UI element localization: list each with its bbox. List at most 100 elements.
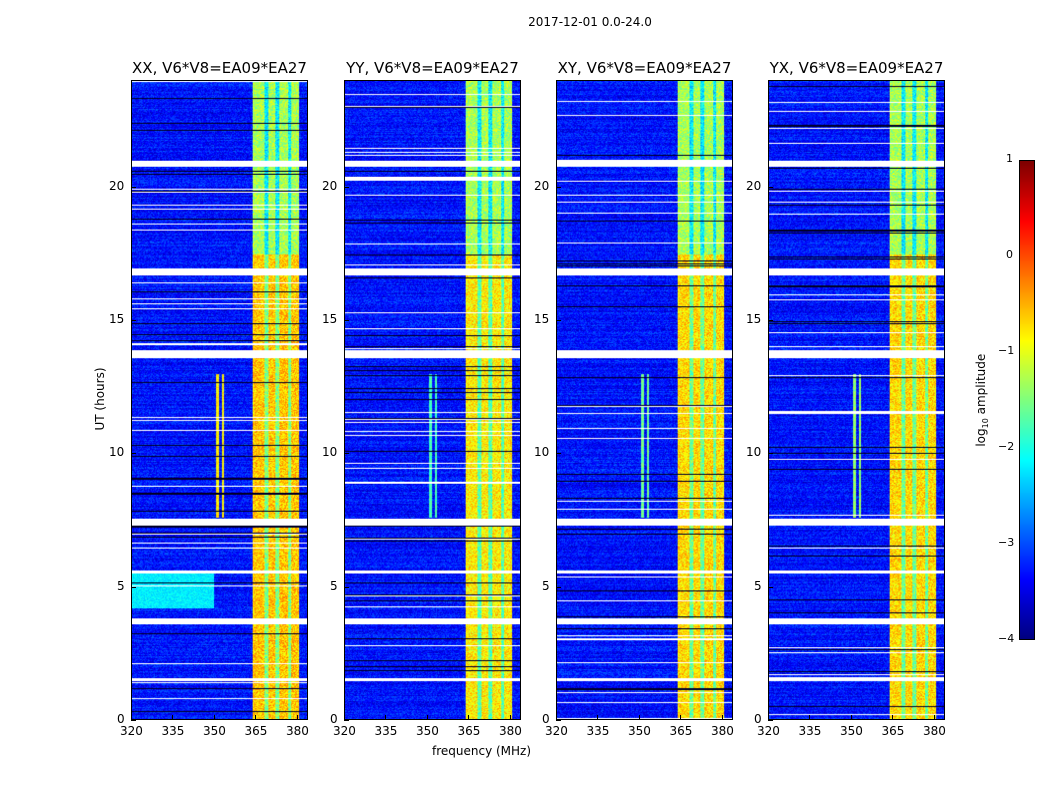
colorbar-tick-label: −3 bbox=[998, 536, 1015, 549]
y-tick-mark bbox=[556, 186, 561, 188]
x-tick-label: 365 bbox=[669, 724, 693, 738]
figure-title: 2017-12-01 0.0-24.0 bbox=[528, 15, 652, 29]
x-tick-mark bbox=[556, 715, 557, 720]
y-tick-label: 10 bbox=[322, 445, 338, 460]
x-tick-mark bbox=[638, 715, 640, 720]
panel-title: YX, V6*V8=EA09*EA27 bbox=[769, 59, 944, 77]
y-tick-mark bbox=[344, 186, 349, 188]
y-tick-mark bbox=[131, 320, 136, 321]
y-tick-mark bbox=[131, 586, 136, 588]
y-tick-label: 10 bbox=[746, 445, 762, 460]
x-tick-label: 380 bbox=[710, 724, 734, 738]
x-tick-mark bbox=[468, 715, 470, 720]
colorbar-label: log10 amplitude bbox=[973, 353, 991, 447]
y-tick-label: 5 bbox=[330, 578, 338, 593]
panel-title: XX, V6*V8=EA09*EA27 bbox=[132, 59, 307, 77]
panel-title: XY, V6*V8=EA09*EA27 bbox=[557, 59, 732, 77]
x-tick-label: 350 bbox=[627, 724, 651, 738]
x-tick-label: 380 bbox=[285, 724, 309, 738]
x-tick-mark bbox=[892, 715, 894, 720]
x-tick-mark bbox=[296, 715, 298, 720]
y-tick-mark bbox=[768, 720, 773, 721]
x-tick-mark bbox=[597, 715, 599, 720]
y-tick-mark bbox=[344, 586, 349, 588]
y-tick-label: 20 bbox=[534, 178, 550, 193]
y-tick-label: 5 bbox=[754, 578, 762, 593]
colorbar-tick-label: 1 bbox=[1006, 152, 1013, 165]
x-tick-label: 320 bbox=[120, 724, 143, 738]
y-tick-mark bbox=[344, 320, 349, 321]
y-tick-label: 20 bbox=[109, 178, 125, 193]
heatmap-panel-2 bbox=[556, 80, 733, 720]
y-tick-label: 10 bbox=[534, 445, 550, 460]
x-tick-label: 335 bbox=[161, 724, 185, 738]
x-tick-label: 350 bbox=[202, 724, 226, 738]
x-tick-mark bbox=[721, 715, 723, 720]
colorbar bbox=[1019, 160, 1035, 640]
y-tick-mark bbox=[131, 720, 136, 721]
y-tick-mark bbox=[131, 453, 136, 455]
y-tick-label: 5 bbox=[542, 578, 550, 593]
y-tick-mark bbox=[556, 720, 561, 721]
y-tick-mark bbox=[556, 320, 561, 321]
x-tick-mark bbox=[344, 715, 345, 720]
x-tick-mark bbox=[768, 715, 769, 720]
colorbar-tick-label: −2 bbox=[998, 440, 1015, 453]
x-tick-label: 350 bbox=[839, 724, 863, 738]
x-tick-mark bbox=[680, 715, 682, 720]
x-tick-mark bbox=[213, 715, 215, 720]
x-tick-mark bbox=[172, 715, 174, 720]
colorbar-tick-label: −1 bbox=[998, 344, 1015, 357]
y-tick-mark bbox=[768, 453, 773, 455]
x-tick-label: 320 bbox=[757, 724, 780, 738]
x-tick-mark bbox=[809, 715, 811, 720]
y-tick-label: 20 bbox=[322, 178, 338, 193]
x-tick-mark bbox=[255, 715, 257, 720]
y-tick-mark bbox=[556, 453, 561, 455]
y-tick-mark bbox=[556, 586, 561, 588]
x-tick-label: 380 bbox=[498, 724, 522, 738]
x-tick-mark bbox=[509, 715, 511, 720]
x-tick-label: 365 bbox=[881, 724, 905, 738]
y-tick-label: 15 bbox=[109, 312, 125, 326]
x-tick-mark bbox=[933, 715, 935, 720]
x-tick-label: 350 bbox=[415, 724, 439, 738]
x-axis-label: frequency (MHz) bbox=[432, 744, 532, 758]
x-tick-mark bbox=[850, 715, 852, 720]
x-tick-label: 380 bbox=[922, 724, 946, 738]
y-tick-label: 10 bbox=[109, 445, 125, 460]
x-tick-label: 335 bbox=[798, 724, 822, 738]
y-tick-label: 0 bbox=[542, 712, 550, 726]
heatmap-panel-1 bbox=[344, 80, 521, 720]
y-tick-label: 0 bbox=[330, 712, 338, 726]
y-tick-label: 15 bbox=[322, 312, 338, 326]
y-tick-label: 0 bbox=[754, 712, 762, 726]
x-tick-label: 320 bbox=[545, 724, 568, 738]
x-tick-mark bbox=[426, 715, 428, 720]
y-tick-label: 15 bbox=[746, 312, 762, 326]
x-tick-label: 365 bbox=[244, 724, 268, 738]
x-tick-mark bbox=[131, 715, 132, 720]
y-axis-label: UT (hours) bbox=[93, 367, 107, 431]
x-tick-label: 335 bbox=[586, 724, 610, 738]
y-tick-mark bbox=[344, 453, 349, 455]
y-tick-mark bbox=[344, 720, 349, 721]
y-tick-label: 15 bbox=[534, 312, 550, 326]
y-tick-label: 5 bbox=[117, 578, 125, 593]
panel-title: YY, V6*V8=EA09*EA27 bbox=[346, 59, 519, 77]
y-tick-mark bbox=[768, 320, 773, 321]
colorbar-tick-label: 0 bbox=[1006, 248, 1013, 261]
y-tick-label: 20 bbox=[746, 178, 762, 193]
y-tick-mark bbox=[768, 186, 773, 188]
y-tick-mark bbox=[768, 586, 773, 588]
heatmap-panel-3 bbox=[768, 80, 945, 720]
x-tick-label: 365 bbox=[457, 724, 481, 738]
colorbar-tick-label: −4 bbox=[998, 632, 1015, 645]
y-tick-mark bbox=[131, 186, 136, 188]
y-tick-label: 0 bbox=[117, 712, 125, 726]
x-tick-label: 320 bbox=[333, 724, 356, 738]
x-tick-label: 335 bbox=[374, 724, 398, 738]
heatmap-panel-0 bbox=[131, 80, 308, 720]
x-tick-mark bbox=[385, 715, 387, 720]
